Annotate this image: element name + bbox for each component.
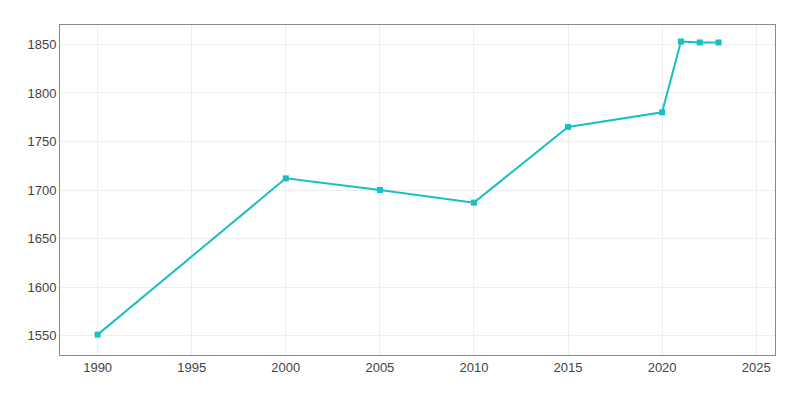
svg-text:1650: 1650: [27, 231, 56, 246]
svg-text:1850: 1850: [27, 37, 56, 52]
svg-text:1800: 1800: [27, 85, 56, 100]
svg-text:1600: 1600: [27, 280, 56, 295]
svg-text:1550: 1550: [27, 328, 56, 343]
svg-text:1995: 1995: [177, 360, 206, 375]
svg-text:2020: 2020: [648, 360, 677, 375]
svg-text:1990: 1990: [83, 360, 112, 375]
svg-text:2010: 2010: [459, 360, 488, 375]
svg-text:2005: 2005: [365, 360, 394, 375]
svg-text:2015: 2015: [554, 360, 583, 375]
svg-text:1750: 1750: [27, 134, 56, 149]
svg-text:1700: 1700: [27, 183, 56, 198]
svg-text:2000: 2000: [271, 360, 300, 375]
svg-text:2025: 2025: [742, 360, 771, 375]
